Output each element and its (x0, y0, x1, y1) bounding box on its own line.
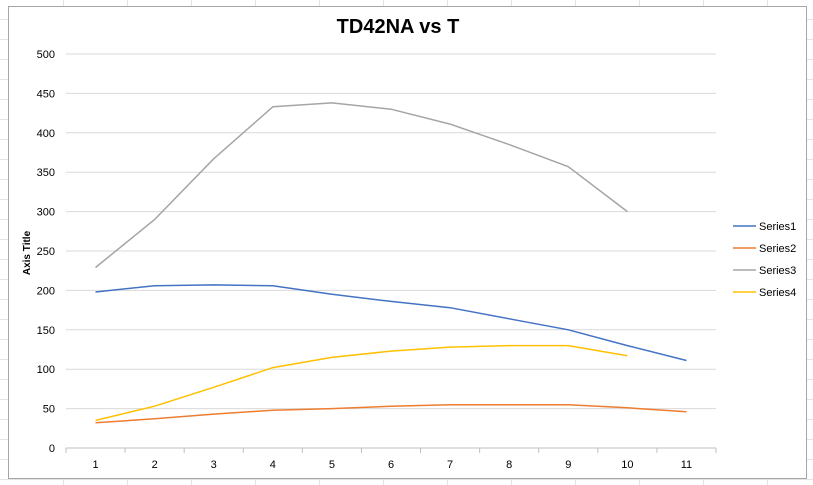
series-lines (95, 102, 687, 424)
x-tick-label: 5 (329, 459, 335, 471)
x-tick-label: 9 (565, 459, 571, 471)
x-tick-label: 4 (270, 459, 276, 471)
x-tick-label: 3 (211, 459, 217, 471)
legend-item-2[interactable]: Series2 (733, 243, 796, 255)
y-tick-label: 450 (37, 88, 55, 100)
y-tick-label: 350 (37, 167, 55, 179)
legend-item-1[interactable]: Series1 (733, 221, 796, 233)
y-tick-label: 400 (37, 128, 55, 140)
y-tick-label: 100 (37, 364, 55, 376)
x-tick-label: 8 (506, 459, 512, 471)
y-tick-label: 200 (37, 285, 55, 297)
y-tick-label: 500 (37, 49, 55, 61)
series-line-3 (95, 102, 628, 269)
x-tick-label: 2 (152, 459, 158, 471)
series-line-4 (95, 344, 628, 422)
x-tick-label: 10 (621, 459, 633, 471)
y-tick-label: 50 (43, 404, 55, 416)
legend-label: Series4 (759, 287, 796, 299)
x-tick-label: 11 (681, 459, 692, 471)
legend-label: Series3 (759, 265, 796, 277)
y-tick-label: 300 (37, 207, 55, 219)
series-line-1 (95, 284, 687, 362)
gridlines (66, 53, 716, 449)
x-tick-label: 6 (388, 459, 394, 471)
y-tick-label: 150 (37, 325, 55, 337)
series-line-2 (95, 403, 687, 424)
legend-item-4[interactable]: Series4 (733, 287, 796, 299)
legend-label: Series2 (759, 243, 796, 255)
y-axis-ticks: 0 50 100 150 200 250 300 350 400 450 500 (37, 49, 55, 455)
x-tick-label: 1 (92, 459, 98, 471)
legend-label: Series1 (759, 221, 796, 233)
y-axis-title: Axis Title (22, 230, 33, 275)
legend-item-3[interactable]: Series3 (733, 265, 796, 277)
chart-area[interactable] (8, 6, 807, 479)
y-tick-label: 250 (37, 246, 55, 258)
chart-title: TD42NA vs T (337, 16, 460, 38)
x-axis-ticks: 1 2 3 4 5 6 7 8 9 10 11 (65, 448, 717, 471)
y-tick-label: 0 (49, 443, 55, 455)
legend[interactable]: Series1 Series2 Series3 Series4 (733, 221, 796, 299)
x-tick-label: 7 (447, 459, 453, 471)
